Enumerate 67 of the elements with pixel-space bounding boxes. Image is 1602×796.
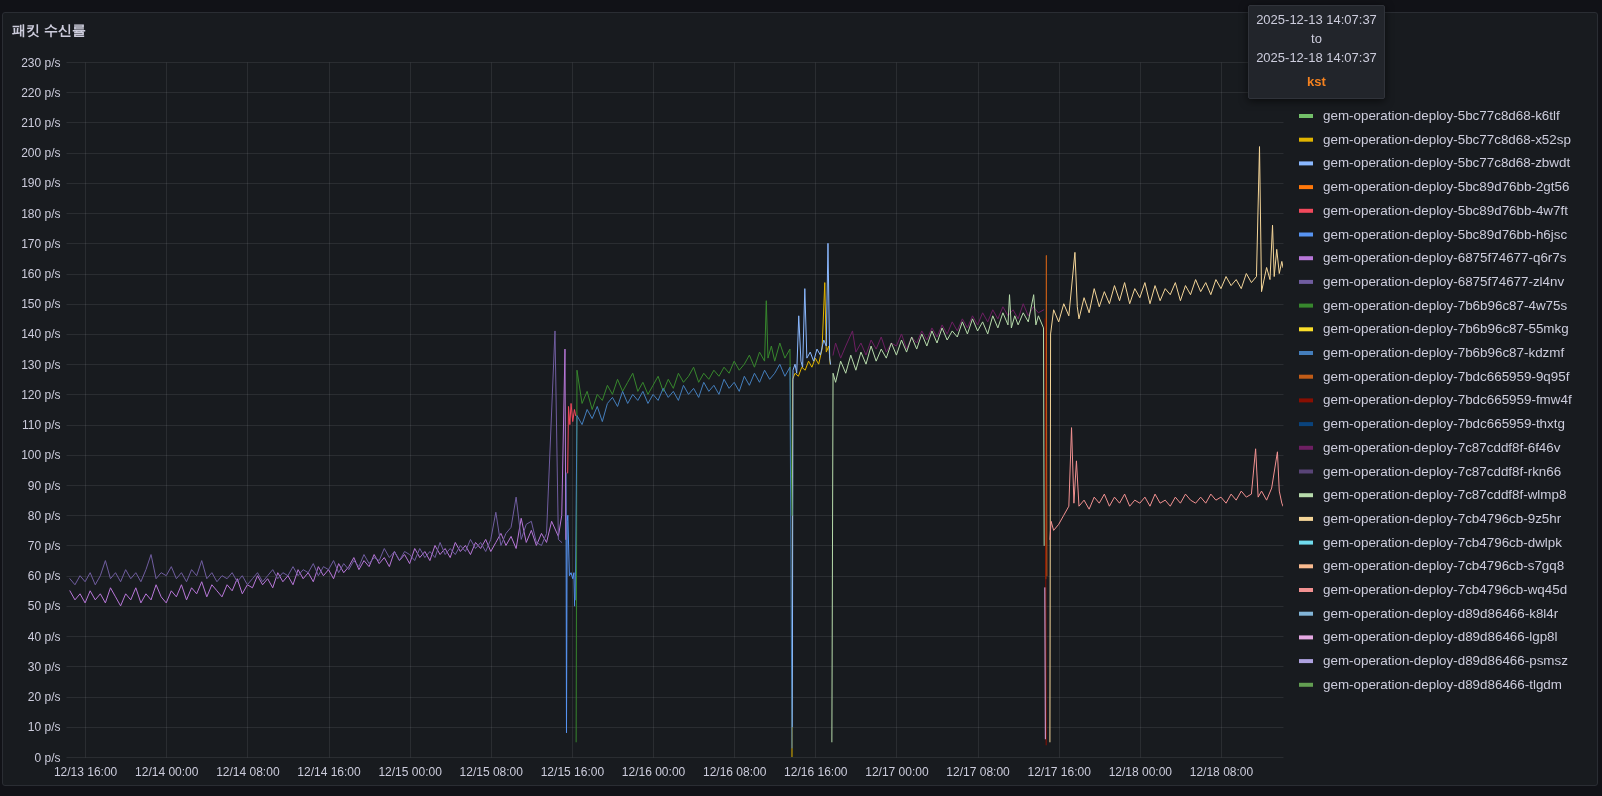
legend-label: gem-operation-deploy-7bdc665959-fmw4f [1323, 392, 1572, 408]
y-tick-label: 140 p/s [21, 327, 61, 342]
y-tick-label: 70 p/s [27, 538, 61, 553]
x-tick-label: 12/16 08:00 [702, 764, 767, 779]
y-tick-label: 230 p/s [21, 55, 61, 70]
y-tick-label: 80 p/s [27, 508, 61, 523]
x-tick-label: 12/16 16:00 [784, 764, 848, 779]
y-tick-label: 60 p/s [27, 569, 61, 584]
legend-label: gem-operation-deploy-7cb4796cb-s7gq8 [1323, 558, 1565, 574]
x-tick-label: 12/14 08:00 [216, 764, 280, 779]
legend-label: gem-operation-deploy-5bc77c8d68-x52sp [1323, 131, 1571, 147]
y-tick-label: 0 p/s [34, 750, 61, 765]
y-tick-label: 200 p/s [21, 146, 61, 161]
y-tick-label: 40 p/s [27, 629, 61, 644]
y-tick-label: 130 p/s [21, 357, 61, 372]
legend-label: gem-operation-deploy-7c87cddf8f-6f46v [1323, 439, 1561, 455]
annotation: 2025-12-18 14:07:37 [1255, 49, 1378, 67]
x-tick-label: 12/17 00:00 [865, 764, 929, 779]
y-tick-label: 50 p/s [27, 599, 61, 614]
y-tick-label: 10 p/s [27, 720, 61, 735]
legend-label: gem-operation-deploy-7c87cddf8f-rkn66 [1323, 463, 1562, 479]
legend-label: gem-operation-deploy-7b6b96c87-55mkg [1323, 321, 1569, 337]
tooltip-box: 2025-12-13 14:07:37 to 2025-12-18 14:07:37 kst [1248, 5, 1385, 99]
legend-label: gem-operation-deploy-6875f74677-q6r7s [1323, 250, 1567, 266]
x-tick-label: 12/14 00:00 [135, 764, 199, 779]
y-tick-label: 160 p/s [21, 267, 61, 282]
legend-label: gem-operation-deploy-d89d86466-lgp8l [1323, 629, 1558, 645]
x-tick-label: 12/17 08:00 [946, 764, 1011, 779]
legend-label: gem-operation-deploy-5bc77c8d68-zbwdt [1323, 155, 1571, 171]
legend-label: gem-operation-deploy-7c87cddf8f-wlmp8 [1323, 487, 1567, 503]
y-tick-label: 170 p/s [21, 236, 61, 251]
y-tick-label: 190 p/s [21, 176, 61, 191]
x-tick-label: 12/18 08:00 [1189, 764, 1254, 779]
x-tick-label: 12/18 00:00 [1108, 764, 1173, 779]
y-tick-label: 210 p/s [21, 115, 61, 130]
legend-label: gem-operation-deploy-5bc89d76bb-2gt56 [1323, 179, 1570, 195]
y-tick-label: 100 p/s [21, 448, 61, 463]
legend-label: gem-operation-deploy-7cb4796cb-wq45d [1323, 582, 1568, 597]
x-tick-label: 12/15 08:00 [459, 764, 524, 779]
x-tick-label: 12/16 00:00 [621, 764, 686, 779]
legend-label: gem-operation-deploy-7cb4796cb-dwlpk [1323, 534, 1563, 550]
x-tick-label: 12/13 16:00 [53, 764, 118, 779]
y-tick-label: 110 p/s [22, 418, 61, 433]
legend-label: gem-operation-deploy-7b6b96c87-4w75s [1323, 297, 1568, 313]
legend-label: gem-operation-deploy-5bc77c8d68-k6tlf [1323, 108, 1560, 123]
y-tick-label: 150 p/s [21, 297, 61, 312]
y-tick-label: 20 p/s [27, 690, 61, 705]
chart-title: 패킷 수신률 [12, 22, 86, 38]
legend-label: gem-operation-deploy-7bdc665959-9q95f [1323, 368, 1570, 384]
y-tick-label: 90 p/s [27, 478, 61, 493]
x-tick-label: 12/15 16:00 [540, 764, 605, 779]
x-tick-label: 12/17 16:00 [1027, 764, 1092, 779]
legend-label: gem-operation-deploy-5bc89d76bb-h6jsc [1323, 226, 1568, 242]
legend-label: gem-operation-deploy-d89d86466-tlgdm [1323, 676, 1562, 692]
legend-label: gem-operation-deploy-7bdc665959-thxtg [1323, 416, 1565, 432]
x-tick-label: 12/15 00:00 [378, 764, 443, 779]
y-tick-label: 180 p/s [21, 206, 61, 221]
y-tick-label: 120 p/s [21, 387, 61, 402]
legend-label: gem-operation-deploy-6875f74677-zl4nv [1323, 273, 1565, 289]
x-tick-label: 12/14 16:00 [297, 764, 362, 779]
legend-label: gem-operation-deploy-7b6b96c87-kdzmf [1323, 345, 1565, 360]
y-tick-label: 220 p/s [21, 85, 61, 100]
legend-label: gem-operation-deploy-d89d86466-psmsz [1323, 653, 1569, 669]
legend-label: gem-operation-deploy-5bc89d76bb-4w7ft [1323, 202, 1569, 218]
y-tick-label: 30 p/s [27, 659, 61, 674]
legend-label: gem-operation-deploy-d89d86466-k8l4r [1323, 605, 1559, 621]
legend-label: gem-operation-deploy-7cb4796cb-9z5hr [1323, 510, 1562, 526]
